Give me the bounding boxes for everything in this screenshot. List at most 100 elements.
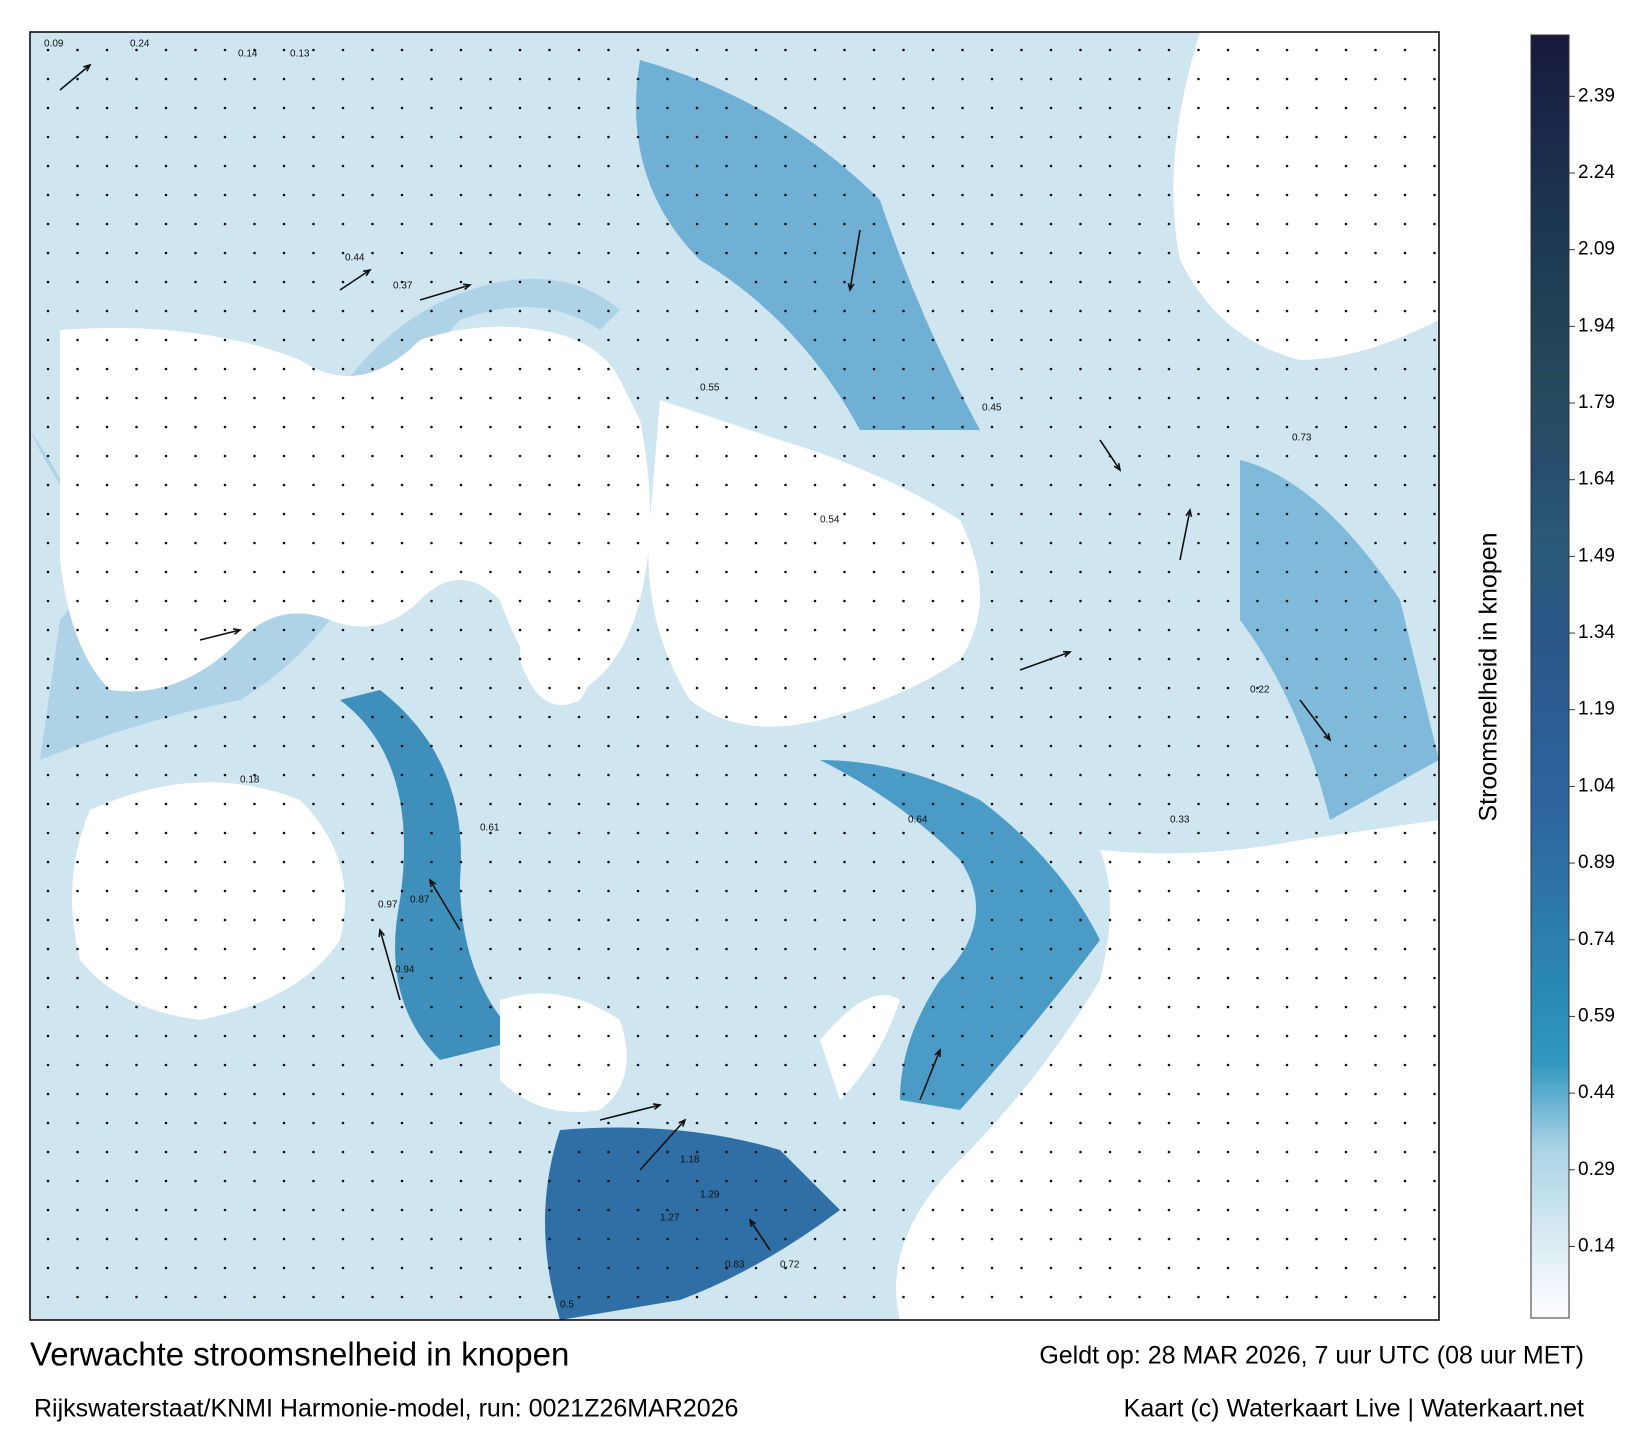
grid-dot [754, 657, 758, 661]
grid-dot [1256, 686, 1259, 690]
grid-dot [813, 512, 817, 516]
grid-dot [1403, 251, 1407, 255]
grid-dot [1020, 1092, 1023, 1096]
grid-dot [754, 222, 758, 226]
grid-dot [961, 1295, 964, 1299]
grid-dot [1020, 367, 1023, 371]
grid-dot [695, 1092, 699, 1096]
grid-dot [695, 1208, 699, 1212]
grid-dot [1108, 889, 1112, 893]
grid-dot [843, 193, 846, 197]
grid-dot [666, 599, 669, 603]
grid-dot [931, 831, 935, 835]
grid-dot [430, 309, 433, 313]
grid-dot [371, 367, 374, 371]
grid-dot [430, 802, 433, 806]
grid-dot [1108, 396, 1112, 400]
grid-dot [253, 976, 256, 980]
grid-dot [1020, 164, 1023, 168]
grid-dot [754, 396, 758, 400]
grid-dot [843, 715, 846, 719]
grid-dot [164, 1237, 168, 1241]
grid-dot [1138, 628, 1141, 632]
grid-dot [1344, 918, 1348, 922]
grid-dot [282, 1179, 286, 1183]
grid-dot [1108, 976, 1112, 980]
grid-dot [489, 1121, 492, 1125]
grid-dot [666, 860, 669, 864]
grid-dot [813, 48, 817, 52]
grid-dot [961, 483, 964, 487]
grid-dot [76, 628, 79, 632]
grid-dot [459, 309, 463, 313]
grid-dot [518, 77, 522, 81]
grid-dot [253, 77, 256, 81]
grid-dot [784, 454, 787, 458]
grid-dot [1167, 599, 1171, 603]
grid-dot [194, 483, 197, 487]
grid-dot [430, 1034, 433, 1038]
grid-dot [666, 773, 669, 777]
grid-dot [135, 773, 138, 777]
grid-dot [223, 715, 227, 719]
grid-dot [754, 802, 758, 806]
grid-dot [400, 396, 404, 400]
grid-dot [46, 1121, 50, 1125]
grid-dot [194, 251, 197, 255]
grid-dot [341, 802, 345, 806]
grid-dot [1020, 860, 1023, 864]
grid-dot [223, 425, 227, 429]
grid-dot [1374, 1121, 1377, 1125]
grid-dot [961, 570, 964, 574]
grid-dot [636, 48, 640, 52]
grid-dot [459, 1121, 463, 1125]
grid-dot [577, 802, 581, 806]
grid-dot [931, 599, 935, 603]
grid-dot [636, 860, 640, 864]
grid-dot [548, 1034, 551, 1038]
grid-dot [518, 222, 522, 226]
grid-dot [784, 338, 787, 342]
grid-dot [1256, 657, 1259, 661]
grid-dot [1433, 1266, 1436, 1270]
grid-dot [1226, 512, 1230, 516]
grid-dot [607, 251, 610, 255]
grid-dot [607, 1034, 610, 1038]
grid-dot [341, 164, 345, 168]
grid-dot [931, 164, 935, 168]
grid-dot [1403, 454, 1407, 458]
grid-dot [282, 1208, 286, 1212]
grid-dot [400, 976, 404, 980]
grid-dot [931, 802, 935, 806]
grid-dot [1049, 628, 1053, 632]
grid-dot [961, 193, 964, 197]
grid-dot [1020, 802, 1023, 806]
grid-dot [725, 1034, 728, 1038]
grid-dot [813, 1034, 817, 1038]
grid-dot [194, 657, 197, 661]
grid-dot [666, 135, 669, 139]
grid-dot [312, 425, 315, 429]
grid-dot [194, 628, 197, 632]
grid-dot [253, 570, 256, 574]
grid-dot [430, 976, 433, 980]
grid-dot [430, 396, 433, 400]
grid-dot [1020, 599, 1023, 603]
grid-dot [636, 106, 640, 110]
grid-dot [1344, 280, 1348, 284]
grid-dot [223, 1266, 227, 1270]
grid-dot [135, 367, 138, 371]
grid-dot [843, 628, 846, 632]
grid-dot [1256, 1179, 1259, 1183]
grid-dot [105, 164, 109, 168]
grid-dot [990, 1005, 994, 1009]
grid-dot [577, 1208, 581, 1212]
grid-dot [577, 715, 581, 719]
grid-dot [459, 1237, 463, 1241]
grid-dot [1256, 599, 1259, 603]
grid-dot [1079, 135, 1082, 139]
grid-dot [1285, 483, 1289, 487]
grid-dot [784, 222, 787, 226]
grid-dot [194, 802, 197, 806]
grid-dot [1049, 309, 1053, 313]
